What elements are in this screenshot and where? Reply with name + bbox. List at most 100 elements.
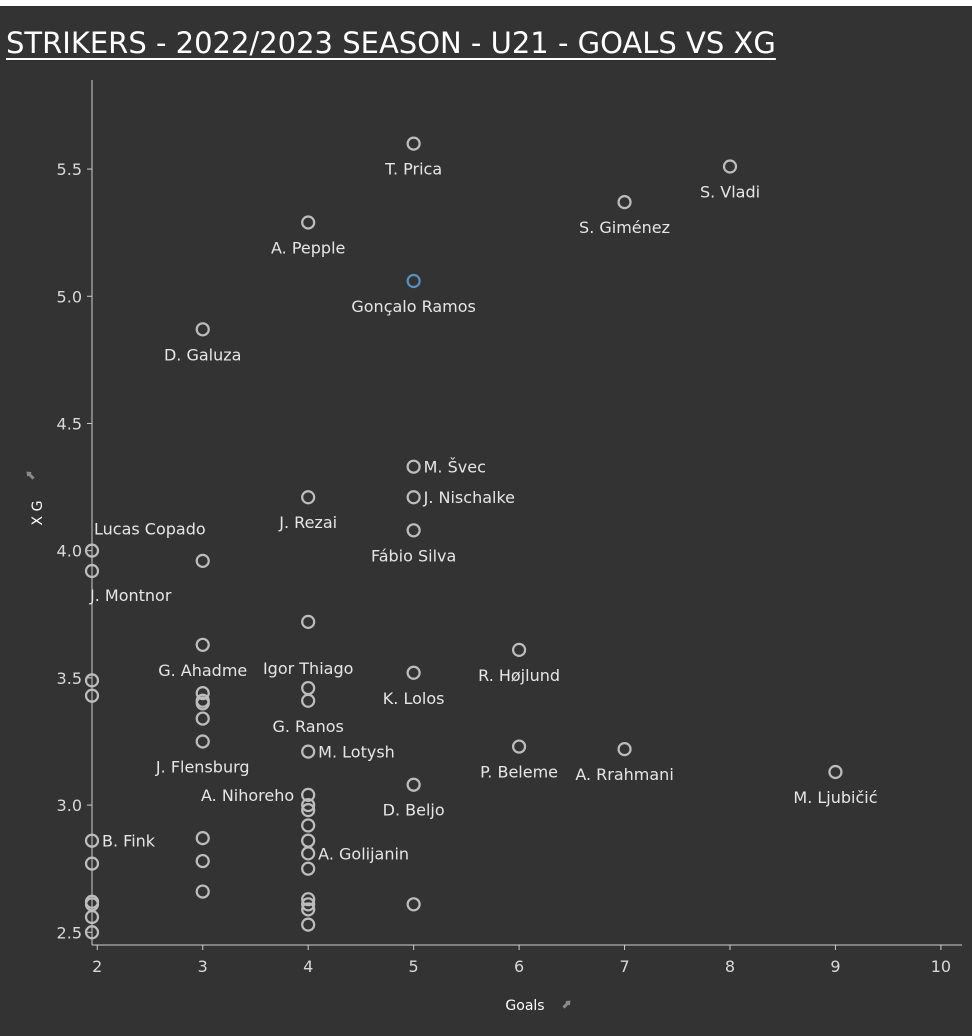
data-point[interactable]	[301, 680, 316, 696]
point-label: K. Lolos	[383, 689, 445, 708]
data-point[interactable]	[301, 787, 316, 802]
x-tick-label: 10	[931, 957, 951, 976]
point-label: M. Ljubičić	[793, 788, 877, 807]
data-point[interactable]	[406, 523, 421, 538]
data-point[interactable]	[301, 803, 316, 818]
data-point[interactable]	[301, 693, 316, 708]
chart-title: STRIKERS - 2022/2023 SEASON - U21 - GOAL…	[6, 26, 776, 60]
data-point[interactable]	[406, 665, 421, 680]
point-label: D. Galuza	[164, 345, 241, 364]
point-label: Lucas Copado	[94, 520, 206, 539]
x-tick-label: 7	[619, 957, 629, 976]
data-point[interactable]	[301, 897, 316, 912]
data-points	[84, 136, 843, 940]
data-point[interactable]	[301, 917, 316, 932]
data-point[interactable]	[301, 902, 316, 917]
data-point[interactable]	[406, 897, 421, 912]
y-tick-label: 3.0	[57, 796, 82, 815]
pin-icon[interactable]	[561, 998, 572, 1009]
pin-icon[interactable]	[24, 469, 35, 480]
x-tick-label: 6	[514, 957, 524, 976]
data-point[interactable]	[84, 543, 100, 558]
data-point[interactable]	[195, 696, 210, 711]
x-ticks: 2 3 4 5 6 7 8 9 10	[92, 945, 951, 976]
chart-panel: STRIKERS - 2022/2023 SEASON - U21 - GOAL…	[0, 6, 972, 1036]
point-label: Igor Thiago	[263, 659, 353, 678]
data-point[interactable]	[617, 195, 632, 210]
data-point[interactable]	[84, 673, 100, 688]
point-label: G. Ahadme	[158, 661, 247, 680]
point-label: J. Rezai	[278, 513, 337, 532]
point-label: A. Golijanin	[318, 844, 409, 863]
x-axis-title: Goals	[505, 998, 544, 1014]
data-point[interactable]	[301, 833, 316, 848]
data-point[interactable]	[301, 490, 316, 505]
point-label: M. Švec	[424, 458, 486, 477]
data-point[interactable]	[195, 831, 210, 846]
axes	[91, 80, 962, 946]
data-point[interactable]	[195, 884, 210, 899]
data-point[interactable]	[84, 909, 100, 925]
point-label: T. Prica	[384, 160, 442, 179]
x-tick-label: 9	[830, 957, 840, 976]
data-point[interactable]	[406, 136, 421, 151]
data-point[interactable]	[301, 614, 316, 629]
data-labels: T. Prica S. Vladi S. Giménez A. Pepple Gonça…	[89, 160, 878, 864]
data-point[interactable]	[406, 273, 421, 289]
point-label: B. Fink	[102, 832, 156, 851]
data-point[interactable]	[301, 744, 316, 759]
point-label: D. Beljo	[383, 801, 445, 820]
data-point[interactable]	[195, 734, 210, 749]
data-point[interactable]	[195, 686, 210, 701]
y-tick-label: 5.0	[57, 287, 82, 306]
data-point[interactable]	[511, 642, 527, 657]
y-axis-title: X G	[30, 501, 46, 526]
data-point[interactable]	[617, 742, 632, 757]
data-point[interactable]	[406, 777, 421, 792]
data-point[interactable]	[301, 215, 316, 230]
point-label: S. Giménez	[579, 218, 670, 237]
data-point[interactable]	[84, 563, 100, 579]
data-point[interactable]	[406, 459, 421, 474]
point-label: J. Nischalke	[423, 488, 515, 507]
point-label: J. Flensburg	[155, 757, 250, 776]
point-label: G. Ranos	[272, 717, 343, 736]
x-tick-label: 3	[198, 957, 208, 976]
x-tick-label: 5	[409, 957, 419, 976]
data-point[interactable]	[195, 553, 210, 568]
y-tick-label: 3.5	[57, 669, 82, 688]
data-point[interactable]	[301, 892, 316, 907]
point-label: J. Montnor	[89, 586, 172, 605]
data-point[interactable]	[195, 711, 210, 726]
point-label: P. Beleme	[480, 763, 558, 782]
point-label: M. Lotysh	[318, 743, 395, 762]
point-label: R. Højlund	[478, 666, 560, 685]
data-point[interactable]	[301, 846, 316, 861]
data-point[interactable]	[301, 861, 316, 876]
data-point[interactable]	[301, 818, 316, 833]
point-label: Fábio Silva	[371, 546, 456, 565]
data-point[interactable]	[511, 739, 527, 754]
data-point[interactable]	[84, 688, 100, 703]
point-label: S. Vladi	[700, 183, 760, 202]
data-point[interactable]	[84, 833, 100, 848]
x-tick-label: 8	[725, 957, 735, 976]
y-tick-label: 2.5	[57, 923, 82, 942]
x-tick-label: 4	[303, 957, 313, 976]
y-tick-label: 4.5	[57, 414, 82, 433]
data-point[interactable]	[84, 856, 100, 871]
data-point[interactable]	[195, 853, 210, 869]
data-point[interactable]	[828, 764, 843, 780]
data-point[interactable]	[722, 159, 738, 174]
y-ticks: 2.5 3.0 3.5 4.0 4.5 5.0 5.5	[57, 160, 92, 942]
data-point[interactable]	[301, 797, 316, 813]
data-point[interactable]	[84, 925, 100, 940]
data-point[interactable]	[195, 637, 210, 652]
y-tick-label: 4.0	[57, 542, 82, 561]
data-point[interactable]	[406, 490, 421, 505]
point-label: Gonçalo Ramos	[351, 297, 476, 316]
y-tick-label: 5.5	[57, 160, 82, 179]
data-point[interactable]	[195, 322, 210, 337]
